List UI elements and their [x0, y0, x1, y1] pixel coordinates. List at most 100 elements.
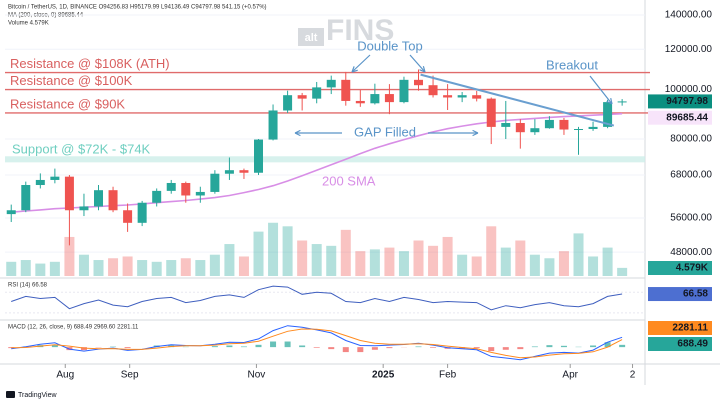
footer: TradingView — [6, 391, 57, 399]
volume-bar — [297, 240, 308, 276]
candle-body — [399, 79, 409, 103]
volume-bar — [311, 244, 322, 276]
macd-histogram — [51, 345, 58, 348]
candle-body — [486, 98, 496, 127]
macd-histogram — [299, 345, 306, 348]
volume-bar — [238, 256, 249, 276]
candle-body — [530, 128, 540, 133]
volume-bar — [151, 261, 162, 276]
candle-body — [603, 102, 613, 127]
x-tick-label: Aug — [56, 370, 74, 381]
rsi-value-label-box — [648, 287, 712, 302]
candle-body — [472, 95, 482, 99]
macd-histogram — [560, 345, 567, 348]
macd-histogram — [546, 345, 553, 348]
volume-bar — [166, 260, 177, 276]
last-price-label: 94797.98 — [666, 96, 708, 107]
macd-histogram — [488, 347, 495, 352]
y-tick-label: 120000.00 — [665, 44, 713, 55]
candle-body — [166, 182, 176, 191]
x-tick-label: Sep — [121, 370, 139, 381]
x-tick-label: Nov — [248, 370, 266, 381]
annotation: Double Top — [357, 38, 423, 53]
candle-body — [574, 129, 584, 131]
volume-bar — [442, 236, 453, 276]
volume-bar — [195, 260, 206, 276]
volume-bar — [209, 254, 220, 276]
volume-bar — [471, 256, 482, 276]
volume-bar — [78, 254, 89, 276]
y-tick-label: 100000.00 — [665, 84, 713, 95]
candle-body — [195, 191, 205, 196]
volume-bar — [398, 251, 409, 276]
candle-body — [79, 206, 89, 211]
volume-bar — [355, 251, 366, 276]
arrow-head — [351, 66, 358, 73]
macd-histogram — [619, 344, 626, 348]
volume-bar — [64, 236, 75, 276]
watermark: alt FINS — [298, 14, 394, 47]
volume-bar — [573, 233, 584, 276]
macd-histogram — [517, 347, 524, 350]
candle-body — [617, 101, 627, 103]
arrow-head — [419, 66, 426, 73]
sma-label: 200 SMA — [322, 173, 376, 188]
sma-value-label-box — [648, 110, 712, 125]
macd-histogram — [502, 347, 509, 350]
candle-body — [443, 95, 453, 98]
macd-histogram — [357, 347, 364, 353]
candle-body — [35, 179, 45, 186]
volume-bar — [20, 260, 31, 276]
candle-body — [384, 94, 394, 103]
candle-body — [326, 79, 336, 88]
volume-bar — [137, 260, 148, 276]
volume-bar — [500, 247, 511, 276]
signal-line — [11, 328, 623, 359]
volume-bar — [428, 245, 439, 276]
candle-body — [297, 95, 307, 99]
macd-histogram — [240, 346, 247, 348]
volume-bar — [6, 261, 17, 276]
y-tick-label: 48000.00 — [670, 247, 712, 258]
histogram-value-label: 688.49 — [677, 339, 708, 350]
volume-bar — [617, 267, 628, 276]
resistance-label: Resistance @ $100K — [10, 73, 133, 88]
candle-body — [108, 190, 118, 211]
volume-bar — [529, 254, 540, 276]
candle-body — [152, 190, 162, 203]
x-tick-label: Apr — [562, 370, 578, 381]
macd-histogram — [124, 347, 131, 349]
candle-body — [559, 119, 569, 130]
arrow-head — [472, 129, 479, 137]
macd-histogram — [284, 341, 291, 348]
volume-value-label-box — [648, 261, 712, 275]
candle-body — [341, 79, 351, 101]
legend-rsi: RSI (14) 66.58 — [8, 283, 48, 289]
resistance-label: Resistance @ $90K — [10, 96, 125, 111]
annotation-arrow — [351, 54, 371, 73]
last-price-label-box — [648, 94, 712, 109]
y-tick-label: 68000.00 — [670, 170, 712, 181]
annotation-arrow — [589, 75, 613, 105]
arrow-head — [294, 129, 301, 137]
candle-body — [239, 170, 249, 173]
arrow-head — [606, 98, 613, 105]
macd-histogram — [211, 346, 218, 348]
sma-value-label: 89685.44 — [666, 112, 708, 123]
candle-body — [588, 126, 598, 130]
y-tick-label: 56000.00 — [670, 213, 712, 224]
volume-bar — [224, 244, 235, 276]
volume-bar — [602, 247, 613, 276]
volume-bar — [253, 231, 264, 276]
macd-histogram — [255, 344, 262, 348]
candle-body — [501, 122, 511, 127]
macd-histogram — [415, 346, 422, 348]
macd-histogram — [604, 342, 611, 348]
volume-bar — [122, 256, 133, 276]
candle-body — [224, 170, 234, 174]
candle-body — [428, 85, 438, 96]
y-tick-label: 80000.00 — [670, 134, 712, 145]
macd-histogram — [473, 347, 480, 349]
